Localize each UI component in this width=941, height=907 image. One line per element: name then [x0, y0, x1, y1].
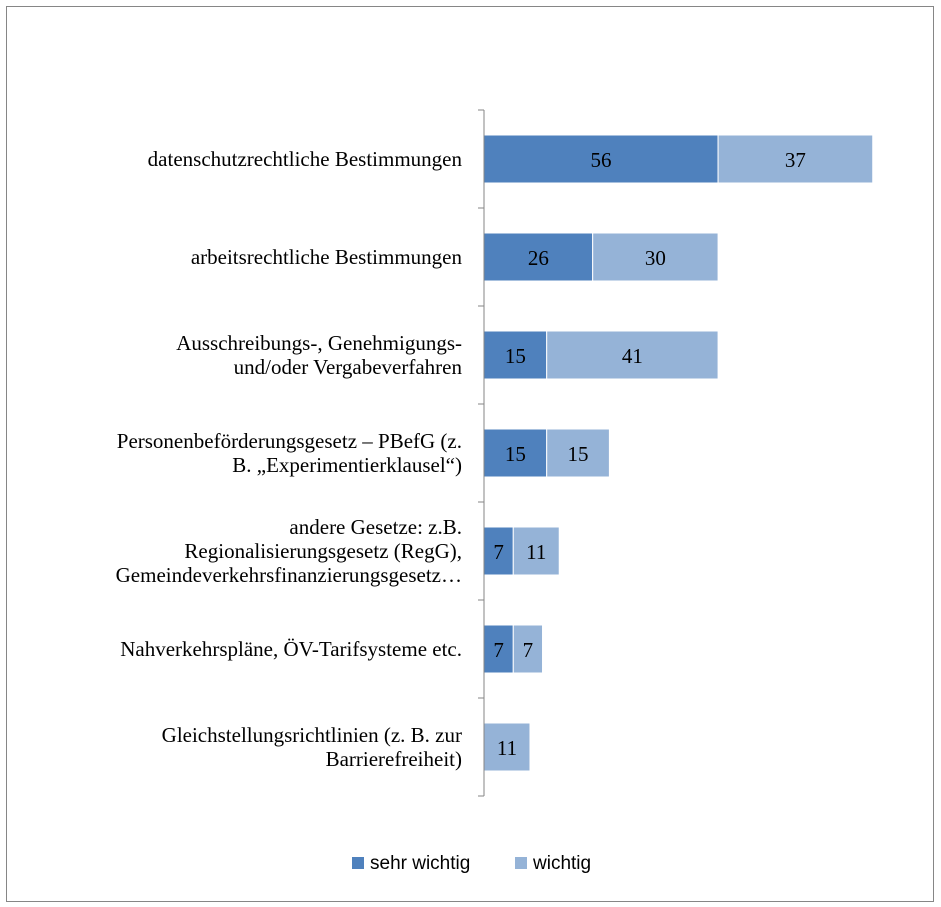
- legend-label: wichtig: [532, 853, 591, 874]
- bar-wichtig: [483, 722, 531, 772]
- bar-wichtig: [512, 624, 544, 674]
- category-label: arbeitsrechtliche Bestimmungen: [191, 245, 463, 269]
- category-label-line: arbeitsrechtliche Bestimmungen: [191, 245, 463, 269]
- data-label: 7: [493, 638, 504, 662]
- data-label: 15: [505, 344, 526, 368]
- bar-wichtig: [512, 526, 560, 576]
- legend-swatch: [515, 857, 527, 869]
- bar-sehr-wichtig: [483, 134, 719, 184]
- data-label: 7: [523, 638, 534, 662]
- y-axis: [478, 109, 485, 797]
- legend: sehr wichtig wichtig: [352, 853, 591, 874]
- category-label-line: andere Gesetze: z.B.: [289, 515, 462, 539]
- legend-label: sehr wichtig: [370, 853, 470, 874]
- data-label: 30: [645, 246, 666, 270]
- bar-sehr-wichtig: [483, 624, 514, 674]
- data-label: 7: [493, 540, 504, 564]
- category-label-line: datenschutzrechtliche Bestimmungen: [148, 147, 463, 171]
- data-label: 11: [526, 540, 546, 564]
- data-label: 15: [568, 442, 589, 466]
- category-label-line: B. „Experimentierklausel“): [232, 453, 462, 477]
- category-label-line: Personenbeförderungsgesetz – PBefG (z.: [117, 429, 462, 453]
- bar-wichtig: [546, 330, 719, 380]
- category-label-line: Ausschreibungs-, Genehmigungs-: [176, 331, 462, 355]
- bar-sehr-wichtig: [483, 232, 594, 282]
- bar-wichtig: [546, 428, 610, 478]
- bar-wichtig: [592, 232, 719, 282]
- data-label: 15: [505, 442, 526, 466]
- data-label: 37: [785, 148, 806, 172]
- category-label: datenschutzrechtliche Bestimmungen: [148, 147, 463, 171]
- category-label-line: Barrierefreiheit): [326, 747, 462, 771]
- category-labels: datenschutzrechtliche Bestimmungen arbeit…: [116, 147, 463, 771]
- category-label: Ausschreibungs-, Genehmigungs-und/oder V…: [176, 331, 462, 379]
- bar-wichtig: [717, 134, 874, 184]
- data-label: 26: [528, 246, 549, 270]
- category-label: Nahverkehrspläne, ÖV-Tarifsysteme etc.: [120, 637, 462, 661]
- category-label-line: Gemeindeverkehrsfinanzierungsgesetz…: [116, 563, 462, 587]
- category-label-line: Regionalisierungsgesetz (RegG),: [184, 539, 462, 563]
- data-label: 56: [591, 148, 612, 172]
- category-label-line: Nahverkehrspläne, ÖV-Tarifsysteme etc.: [120, 637, 462, 661]
- category-label-line: und/oder Vergabeverfahren: [234, 355, 463, 379]
- category-label-line: Gleichstellungsrichtlinien (z. B. zur: [162, 723, 462, 747]
- category-label: andere Gesetze: z.B. Regionalisierungsges…: [116, 515, 462, 587]
- data-label: 11: [497, 736, 517, 760]
- category-label: Personenbeförderungsgesetz – PBefG (z. B.…: [117, 429, 462, 477]
- legend-swatch: [352, 857, 364, 869]
- category-label: Gleichstellungsrichtlinien (z. B. zur Bar…: [162, 723, 462, 771]
- data-label: 41: [622, 344, 643, 368]
